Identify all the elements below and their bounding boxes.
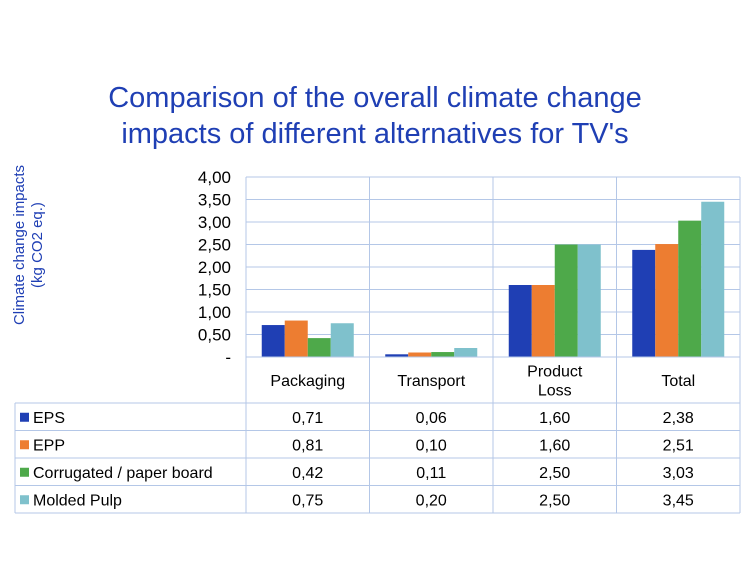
data-value-label: 0,10 [416,437,447,454]
chart-title-line-2: impacts of different alternatives for TV… [121,118,629,150]
y-tick-label: 1,50 [198,281,231,300]
data-value-label: 1,60 [539,437,570,454]
chart-title: Comparison of the overall climate change… [0,80,750,152]
bar-molded-pulp [454,348,478,357]
y-tick-label: 4,00 [198,168,231,187]
y-axis-title-line-1: Climate change impacts [11,165,28,325]
bar-molded-pulp [577,244,601,357]
legend-swatch [20,440,29,450]
bar-corrugated-paper-board [307,338,331,357]
bar-epp [655,244,679,357]
y-tick-label: 2,00 [198,258,231,277]
y-tick-label: 2,50 [198,236,231,255]
data-value-label: 1,60 [539,410,570,427]
legend-label: Molded Pulp [33,492,122,509]
data-value-label: 3,45 [663,492,694,509]
data-value-label: 0,42 [292,465,323,482]
y-tick-label: 0,50 [198,326,231,345]
data-value-label: 0,06 [416,410,447,427]
bar-epp [531,285,555,357]
data-value-label: 2,51 [663,437,694,454]
x-category-label: Transport [397,373,465,390]
legend-swatch [20,467,29,477]
data-value-label: 2,38 [663,410,694,427]
bar-eps [632,249,656,357]
data-value-label: 0,75 [292,492,323,509]
x-category-label: Product [527,364,583,381]
data-value-label: 0,71 [292,410,323,427]
legend-swatch [20,495,29,505]
x-category-label: Loss [538,383,572,400]
bar-eps [261,325,285,357]
y-tick-label: 3,00 [198,213,231,232]
y-tick-label: 1,00 [198,303,231,322]
y-tick-label: 3,50 [198,191,231,210]
x-category-label: Packaging [270,373,345,390]
data-value-label: 0,20 [416,492,447,509]
bar-molded-pulp [330,323,354,357]
legend-label: EPP [33,437,65,454]
data-value-label: 3,03 [663,465,694,482]
bar-corrugated-paper-board [431,352,455,357]
bar-corrugated-paper-board [554,244,578,357]
bar-epp [408,352,432,357]
bar-epp [284,320,308,357]
legend-label: EPS [33,410,65,427]
data-value-label: 2,50 [539,492,570,509]
bar-corrugated-paper-board [678,220,702,357]
data-value-label: 0,11 [416,465,446,482]
data-value-label: 2,50 [539,465,570,482]
y-tick-label: - [225,348,231,367]
x-category-label: Total [661,373,695,390]
bar-molded-pulp [701,201,725,357]
legend-label: Corrugated / paper board [33,465,213,482]
data-value-label: 0,81 [292,437,323,454]
bar-eps [508,285,532,357]
chart-title-line-1: Comparison of the overall climate change [108,82,642,114]
bar-eps [385,354,409,357]
legend-swatch [20,412,29,422]
y-axis-title-line-2: (kg CO2 eq.) [29,202,46,288]
